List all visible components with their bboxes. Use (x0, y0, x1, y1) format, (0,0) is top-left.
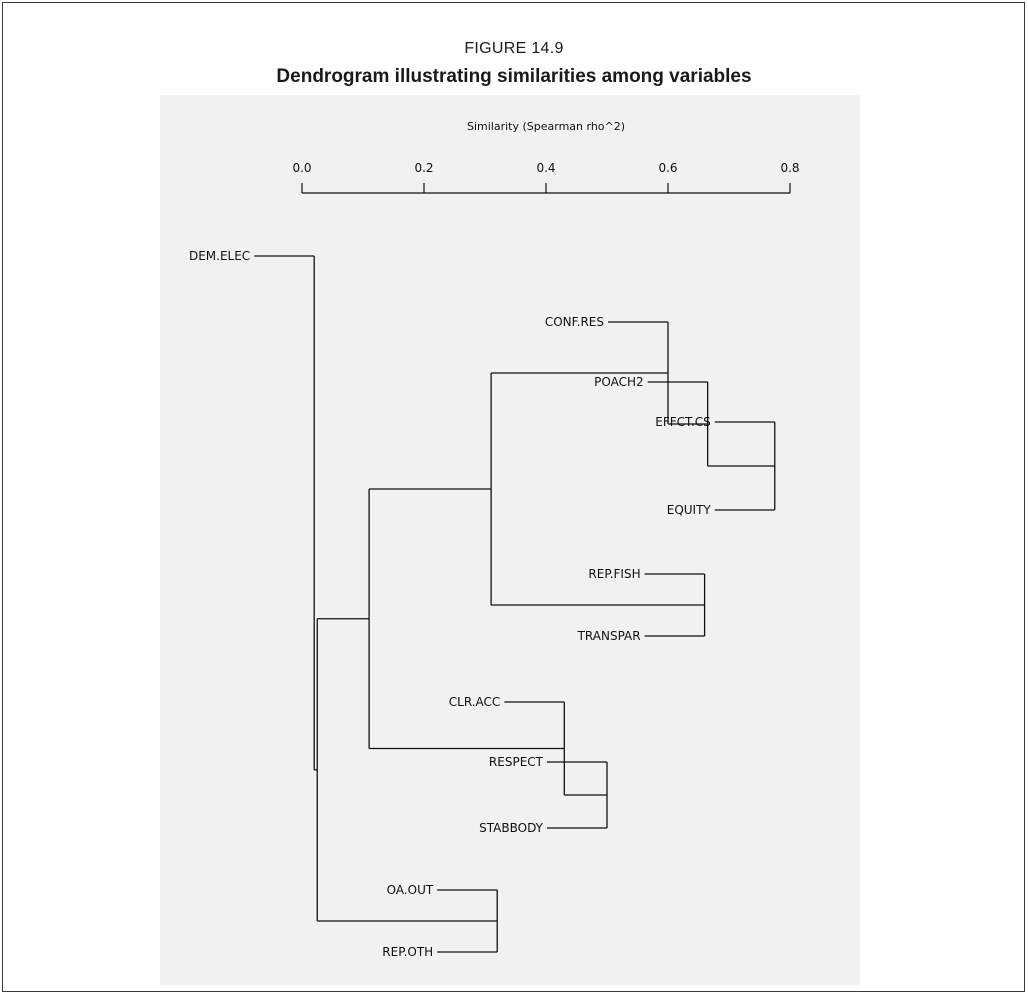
leaf-label: REP.FISH (588, 567, 640, 581)
leaf-label: POACH2 (594, 375, 644, 389)
leaf-label: EQUITY (667, 503, 712, 517)
leaf-label: STABBODY (479, 821, 544, 835)
leaf-label: CLR.ACC (449, 695, 501, 709)
leaf-label: DEM.ELEC (189, 249, 250, 263)
figure-title: Dendrogram illustrating similarities amo… (276, 66, 752, 87)
similarity-axis: 0.0 0.2 0.4 0.6 0.8 (292, 161, 800, 194)
axis-title: Similarity (Spearman rho^2) (467, 120, 625, 133)
tick-label: 0.2 (414, 161, 433, 175)
tick-label: 0.6 (658, 161, 677, 175)
leaf-label: TRANSPAR (577, 629, 641, 643)
tick-label: 0.8 (780, 161, 799, 175)
leaf-label: OA.OUT (387, 883, 434, 897)
leaf-label: EFFCT.CS (655, 415, 710, 429)
leaf-label: RESPECT (489, 755, 544, 769)
plot-panel (160, 95, 860, 985)
figure-label: FIGURE 14.9 (464, 40, 564, 57)
dendrogram-leaves: DEM.ELEC CONF.RES POACH2 EFFCT.CS EQUITY REP.… (189, 249, 711, 959)
leaf-label: CONF.RES (545, 315, 604, 329)
dendrogram-links (254, 255, 776, 953)
leaf-label: REP.OTH (382, 945, 433, 959)
tick-label: 0.4 (536, 161, 555, 175)
tick-label: 0.0 (292, 161, 311, 175)
